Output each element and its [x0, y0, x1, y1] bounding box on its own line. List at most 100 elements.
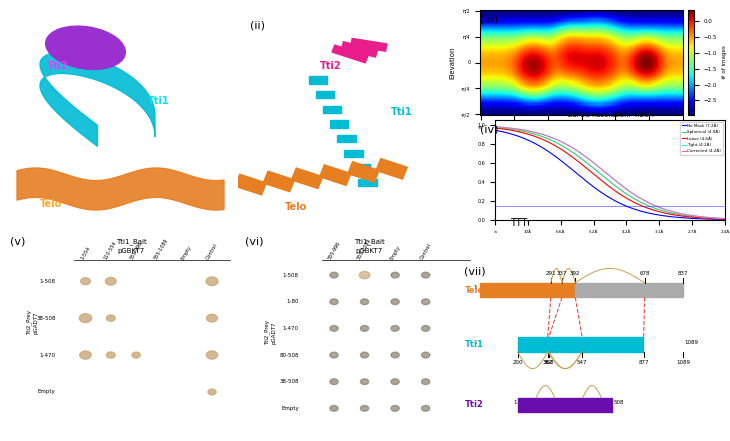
Text: Telo: Telo [285, 202, 307, 212]
Text: 1: 1 [473, 340, 477, 344]
Ellipse shape [421, 272, 430, 278]
Loose (4.6Å) [534, 135, 542, 140]
Spherical (4.9Å) [701, 215, 710, 220]
Text: Tti1_Bait: Tti1_Bait [116, 238, 147, 245]
Line: Loose (4.6Å): Loose (4.6Å) [495, 128, 725, 219]
Text: 1: 1 [513, 400, 516, 405]
Text: Telo2: Telo2 [464, 286, 490, 295]
Text: (ii): (ii) [250, 20, 265, 30]
Bar [376, 159, 407, 179]
Ellipse shape [421, 379, 430, 385]
Ellipse shape [391, 299, 399, 305]
Tight (4.2Å) [500, 125, 509, 130]
Text: 337: 337 [557, 271, 567, 276]
Loose (4.6Å) [500, 127, 509, 132]
Text: Empty: Empty [389, 244, 402, 261]
Text: 1-80: 1-80 [286, 299, 299, 304]
No Mask (7.2Å) [709, 217, 718, 222]
Corrected (4.2Å) [701, 214, 710, 220]
Ellipse shape [207, 351, 218, 359]
X-axis label: Azimuth: Azimuth [567, 135, 596, 141]
Text: Tti1: Tti1 [391, 107, 412, 117]
Text: Telo: Telo [39, 199, 62, 209]
Loose (4.6Å) [504, 127, 513, 132]
Ellipse shape [80, 351, 91, 359]
Corrected (4.2Å) [709, 215, 718, 220]
Bar [291, 168, 323, 188]
No Mask (7.2Å) [701, 217, 710, 222]
Text: 1-554: 1-554 [80, 246, 91, 261]
Text: Empty: Empty [38, 389, 55, 394]
Bar [330, 120, 348, 127]
Tight (4.2Å) [709, 215, 718, 220]
Tight (4.2Å) [534, 131, 542, 136]
Line: No Mask (7.2Å): No Mask (7.2Å) [495, 130, 725, 220]
Spherical (4.9Å) [709, 216, 718, 221]
Text: 80-508: 80-508 [280, 352, 299, 358]
Text: 555-1089: 555-1089 [356, 238, 372, 261]
Text: Tti2: Tti2 [320, 61, 342, 71]
Bar [332, 45, 368, 63]
Corrected (4.2Å) [721, 216, 729, 221]
Ellipse shape [206, 277, 218, 285]
Loose (4.6Å) [721, 217, 729, 222]
No Mask (7.2Å) [500, 130, 509, 135]
Ellipse shape [107, 315, 115, 321]
Ellipse shape [132, 352, 140, 358]
Ellipse shape [80, 314, 92, 322]
Text: TTT: TTT [510, 217, 527, 228]
Text: Control: Control [205, 243, 218, 261]
Bar [480, 337, 518, 352]
Text: 1-508: 1-508 [39, 279, 55, 284]
Line: Corrected (4.2Å): Corrected (4.2Å) [495, 127, 725, 219]
Text: pGBKT7: pGBKT7 [118, 248, 145, 254]
Text: (vi): (vi) [245, 236, 264, 246]
Ellipse shape [391, 379, 399, 385]
Bar [518, 337, 644, 352]
Corrected (4.2Å) [504, 125, 513, 131]
Ellipse shape [330, 272, 338, 278]
Bar [351, 164, 369, 172]
Text: Tti1: Tti1 [147, 97, 169, 106]
Loose (4.6Å) [701, 216, 710, 221]
Ellipse shape [421, 299, 430, 305]
Ellipse shape [105, 277, 116, 285]
Text: Tti2_Prey
pGADT7: Tti2_Prey pGADT7 [27, 310, 39, 335]
Tight (4.2Å) [552, 137, 561, 142]
Corrected (4.2Å) [500, 125, 509, 130]
Text: Tti2: Tti2 [464, 400, 483, 409]
Ellipse shape [361, 379, 369, 385]
Text: 200: 200 [512, 360, 523, 365]
Y-axis label: Elevation: Elevation [450, 46, 456, 79]
Loose (4.6Å) [709, 216, 718, 221]
Bar [344, 149, 363, 157]
Ellipse shape [208, 389, 216, 395]
Ellipse shape [361, 352, 369, 358]
Bar [320, 165, 351, 185]
Spherical (4.9Å) [552, 140, 561, 145]
Text: 678: 678 [639, 271, 650, 276]
Text: (iii): (iii) [480, 15, 498, 25]
Text: 1: 1 [473, 285, 477, 290]
Text: Empty: Empty [180, 244, 193, 261]
Corrected (4.2Å) [491, 124, 499, 129]
Text: 1-470: 1-470 [39, 352, 55, 358]
Ellipse shape [361, 405, 369, 411]
Ellipse shape [421, 405, 430, 411]
Ellipse shape [330, 352, 338, 358]
Bar [351, 38, 387, 51]
No Mask (7.2Å) [491, 127, 499, 133]
Bar [323, 105, 342, 113]
Ellipse shape [46, 26, 126, 69]
Y-axis label: # of images: # of images [722, 45, 727, 79]
No Mask (7.2Å) [721, 217, 729, 222]
Spherical (4.9Å) [534, 132, 542, 138]
Text: Tti2: Tti2 [47, 61, 68, 71]
Text: (iv): (iv) [480, 125, 499, 135]
Text: 1089: 1089 [676, 360, 690, 365]
Text: (vii): (vii) [464, 266, 486, 276]
Text: 38-508: 38-508 [280, 379, 299, 384]
Ellipse shape [330, 405, 338, 411]
Tight (4.2Å) [721, 216, 729, 221]
Bar [358, 179, 377, 187]
